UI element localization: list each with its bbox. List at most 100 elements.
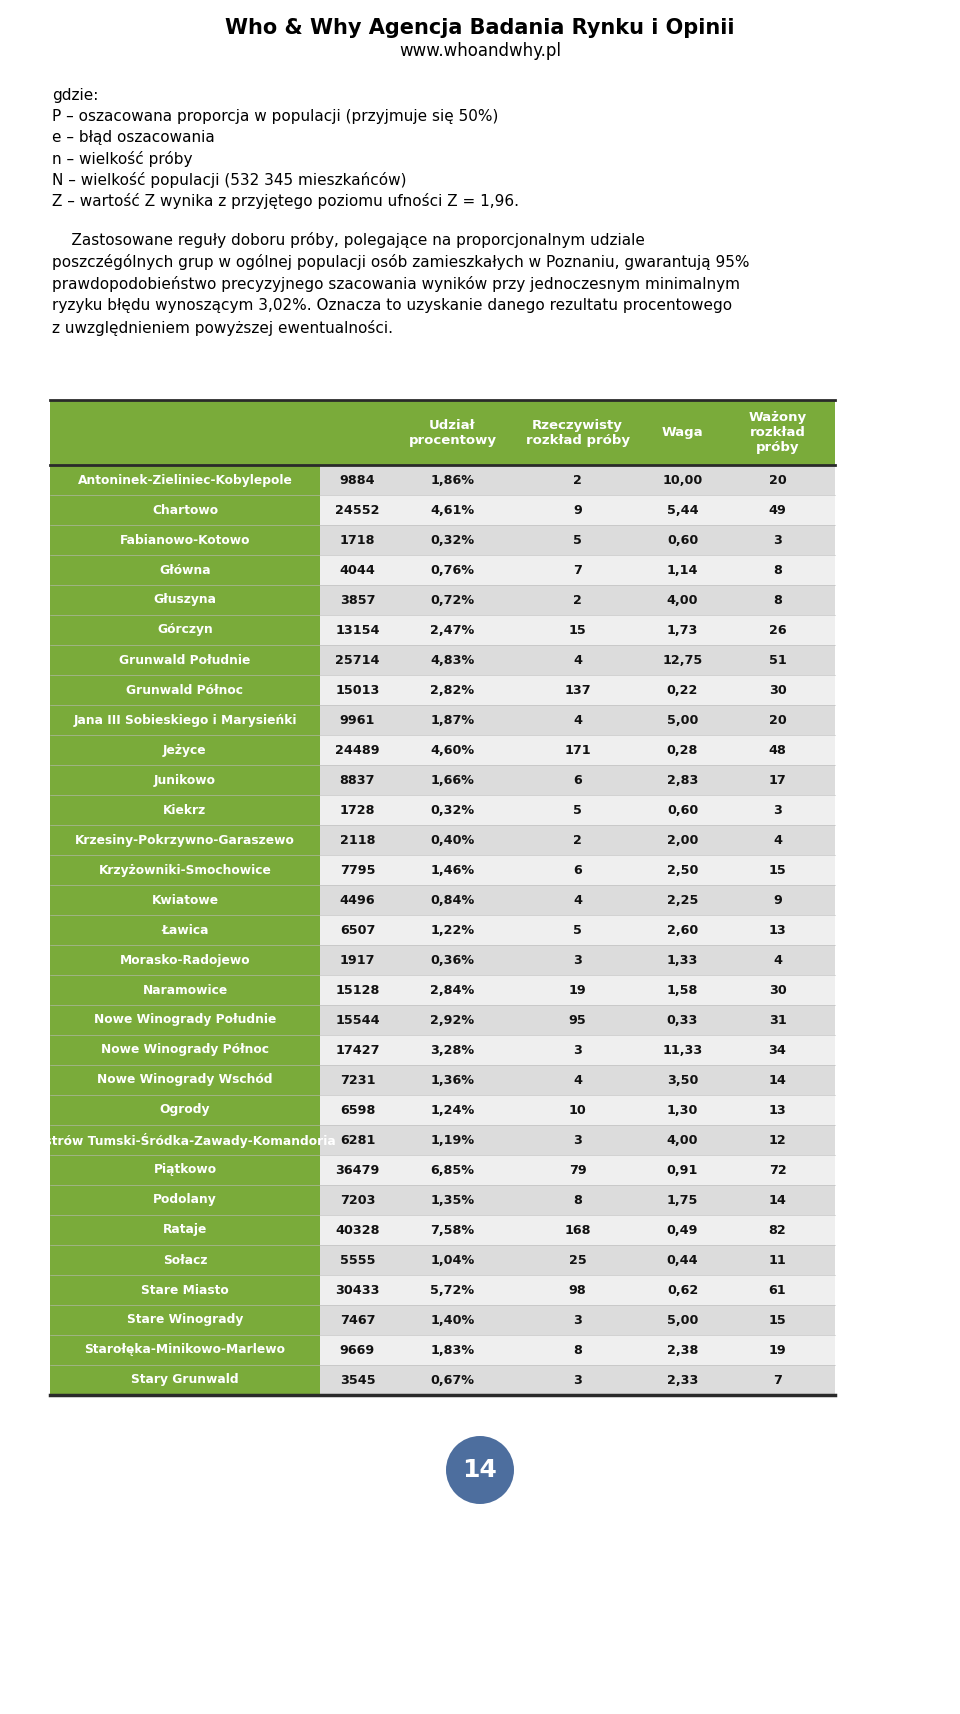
Bar: [395, 855, 510, 884]
Text: Stary Grunwald: Stary Grunwald: [132, 1373, 239, 1387]
Bar: [510, 464, 645, 495]
Bar: [645, 824, 720, 855]
Text: 0,36%: 0,36%: [430, 953, 474, 967]
Text: 4: 4: [773, 953, 782, 967]
Text: 13154: 13154: [335, 624, 380, 636]
Text: 4496: 4496: [340, 893, 375, 907]
Bar: [320, 1335, 395, 1364]
Bar: [720, 1304, 835, 1335]
Bar: [720, 1035, 835, 1064]
Text: 3: 3: [773, 804, 782, 816]
Bar: [510, 944, 645, 975]
Bar: [720, 735, 835, 764]
Text: Starołęka-Minikowo-Marlewo: Starołęka-Minikowo-Marlewo: [84, 1344, 285, 1356]
Bar: [320, 1215, 395, 1244]
Text: 24489: 24489: [335, 744, 380, 756]
Bar: [510, 795, 645, 824]
Text: 17: 17: [769, 773, 786, 787]
Text: 1,04%: 1,04%: [430, 1253, 474, 1267]
Bar: [50, 735, 320, 764]
Bar: [320, 824, 395, 855]
Text: 1,36%: 1,36%: [430, 1073, 474, 1087]
Text: Rataje: Rataje: [163, 1224, 207, 1236]
Bar: [395, 1275, 510, 1304]
Text: 15013: 15013: [335, 684, 380, 696]
Text: 0,67%: 0,67%: [430, 1373, 474, 1387]
Text: 8: 8: [773, 593, 782, 607]
Text: Udział
procentowy: Udział procentowy: [409, 418, 496, 447]
Bar: [720, 1184, 835, 1215]
Bar: [320, 704, 395, 735]
Text: Grunwald Południe: Grunwald Południe: [119, 653, 251, 667]
Text: Ostrów Tumski-Śródka-Zawady-Komandoria: Ostrów Tumski-Śródka-Zawady-Komandoria: [35, 1133, 336, 1147]
Text: 3,28%: 3,28%: [430, 1044, 474, 1056]
Bar: [510, 1335, 645, 1364]
Text: 7795: 7795: [340, 864, 375, 876]
Bar: [320, 795, 395, 824]
Text: 14: 14: [463, 1459, 497, 1483]
Text: 9961: 9961: [340, 713, 375, 727]
Bar: [50, 495, 320, 524]
Bar: [320, 1155, 395, 1184]
Bar: [320, 524, 395, 555]
Bar: [645, 615, 720, 644]
Text: 9884: 9884: [340, 473, 375, 487]
Text: 2,92%: 2,92%: [430, 1013, 474, 1027]
Text: 4: 4: [573, 893, 582, 907]
Bar: [395, 1064, 510, 1095]
Bar: [645, 944, 720, 975]
Text: 40328: 40328: [335, 1224, 380, 1236]
Text: 7: 7: [773, 1373, 782, 1387]
Text: 6281: 6281: [340, 1133, 375, 1147]
Bar: [50, 915, 320, 944]
Bar: [645, 555, 720, 584]
Bar: [50, 1215, 320, 1244]
Text: 4: 4: [573, 653, 582, 667]
Text: 15: 15: [769, 1313, 786, 1327]
Bar: [50, 1064, 320, 1095]
Bar: [320, 1095, 395, 1124]
Text: 24552: 24552: [335, 504, 380, 516]
Text: 98: 98: [568, 1284, 587, 1296]
Text: 0,76%: 0,76%: [430, 564, 474, 576]
Text: 25714: 25714: [335, 653, 380, 667]
Bar: [395, 615, 510, 644]
Bar: [395, 464, 510, 495]
Text: 9669: 9669: [340, 1344, 375, 1356]
Text: Kiekrz: Kiekrz: [163, 804, 206, 816]
Bar: [395, 1364, 510, 1395]
Bar: [320, 1004, 395, 1035]
Text: 17427: 17427: [335, 1044, 380, 1056]
Text: prawdopodobieństwo precyzyjnego szacowania wyników przy jednoczesnym minimalnym: prawdopodobieństwo precyzyjnego szacowan…: [52, 276, 740, 291]
Bar: [645, 1335, 720, 1364]
Bar: [645, 1304, 720, 1335]
Bar: [720, 584, 835, 615]
Bar: [395, 1184, 510, 1215]
Bar: [395, 1304, 510, 1335]
Text: 0,40%: 0,40%: [430, 833, 474, 847]
Bar: [720, 615, 835, 644]
Text: 1,73: 1,73: [667, 624, 698, 636]
Bar: [720, 975, 835, 1004]
Bar: [645, 1244, 720, 1275]
Bar: [395, 975, 510, 1004]
Bar: [645, 399, 720, 464]
Bar: [720, 524, 835, 555]
Text: 0,33: 0,33: [667, 1013, 698, 1027]
Bar: [50, 524, 320, 555]
Text: Zastosowane reguły doboru próby, polegające na proporcjonalnym udziale: Zastosowane reguły doboru próby, polegaj…: [52, 231, 645, 249]
Bar: [645, 1184, 720, 1215]
Bar: [720, 644, 835, 675]
Text: ryzyku błędu wynoszącym 3,02%. Oznacza to uzyskanie danego rezultatu procentoweg: ryzyku błędu wynoszącym 3,02%. Oznacza t…: [52, 298, 732, 314]
Bar: [50, 1095, 320, 1124]
Bar: [320, 615, 395, 644]
Text: 6: 6: [573, 773, 582, 787]
Text: 0,60: 0,60: [667, 804, 698, 816]
Bar: [320, 855, 395, 884]
Bar: [720, 399, 835, 464]
Text: 13: 13: [769, 924, 786, 936]
Text: 49: 49: [769, 504, 786, 516]
Text: 2,50: 2,50: [667, 864, 698, 876]
Bar: [50, 1124, 320, 1155]
Text: 1,19%: 1,19%: [430, 1133, 474, 1147]
